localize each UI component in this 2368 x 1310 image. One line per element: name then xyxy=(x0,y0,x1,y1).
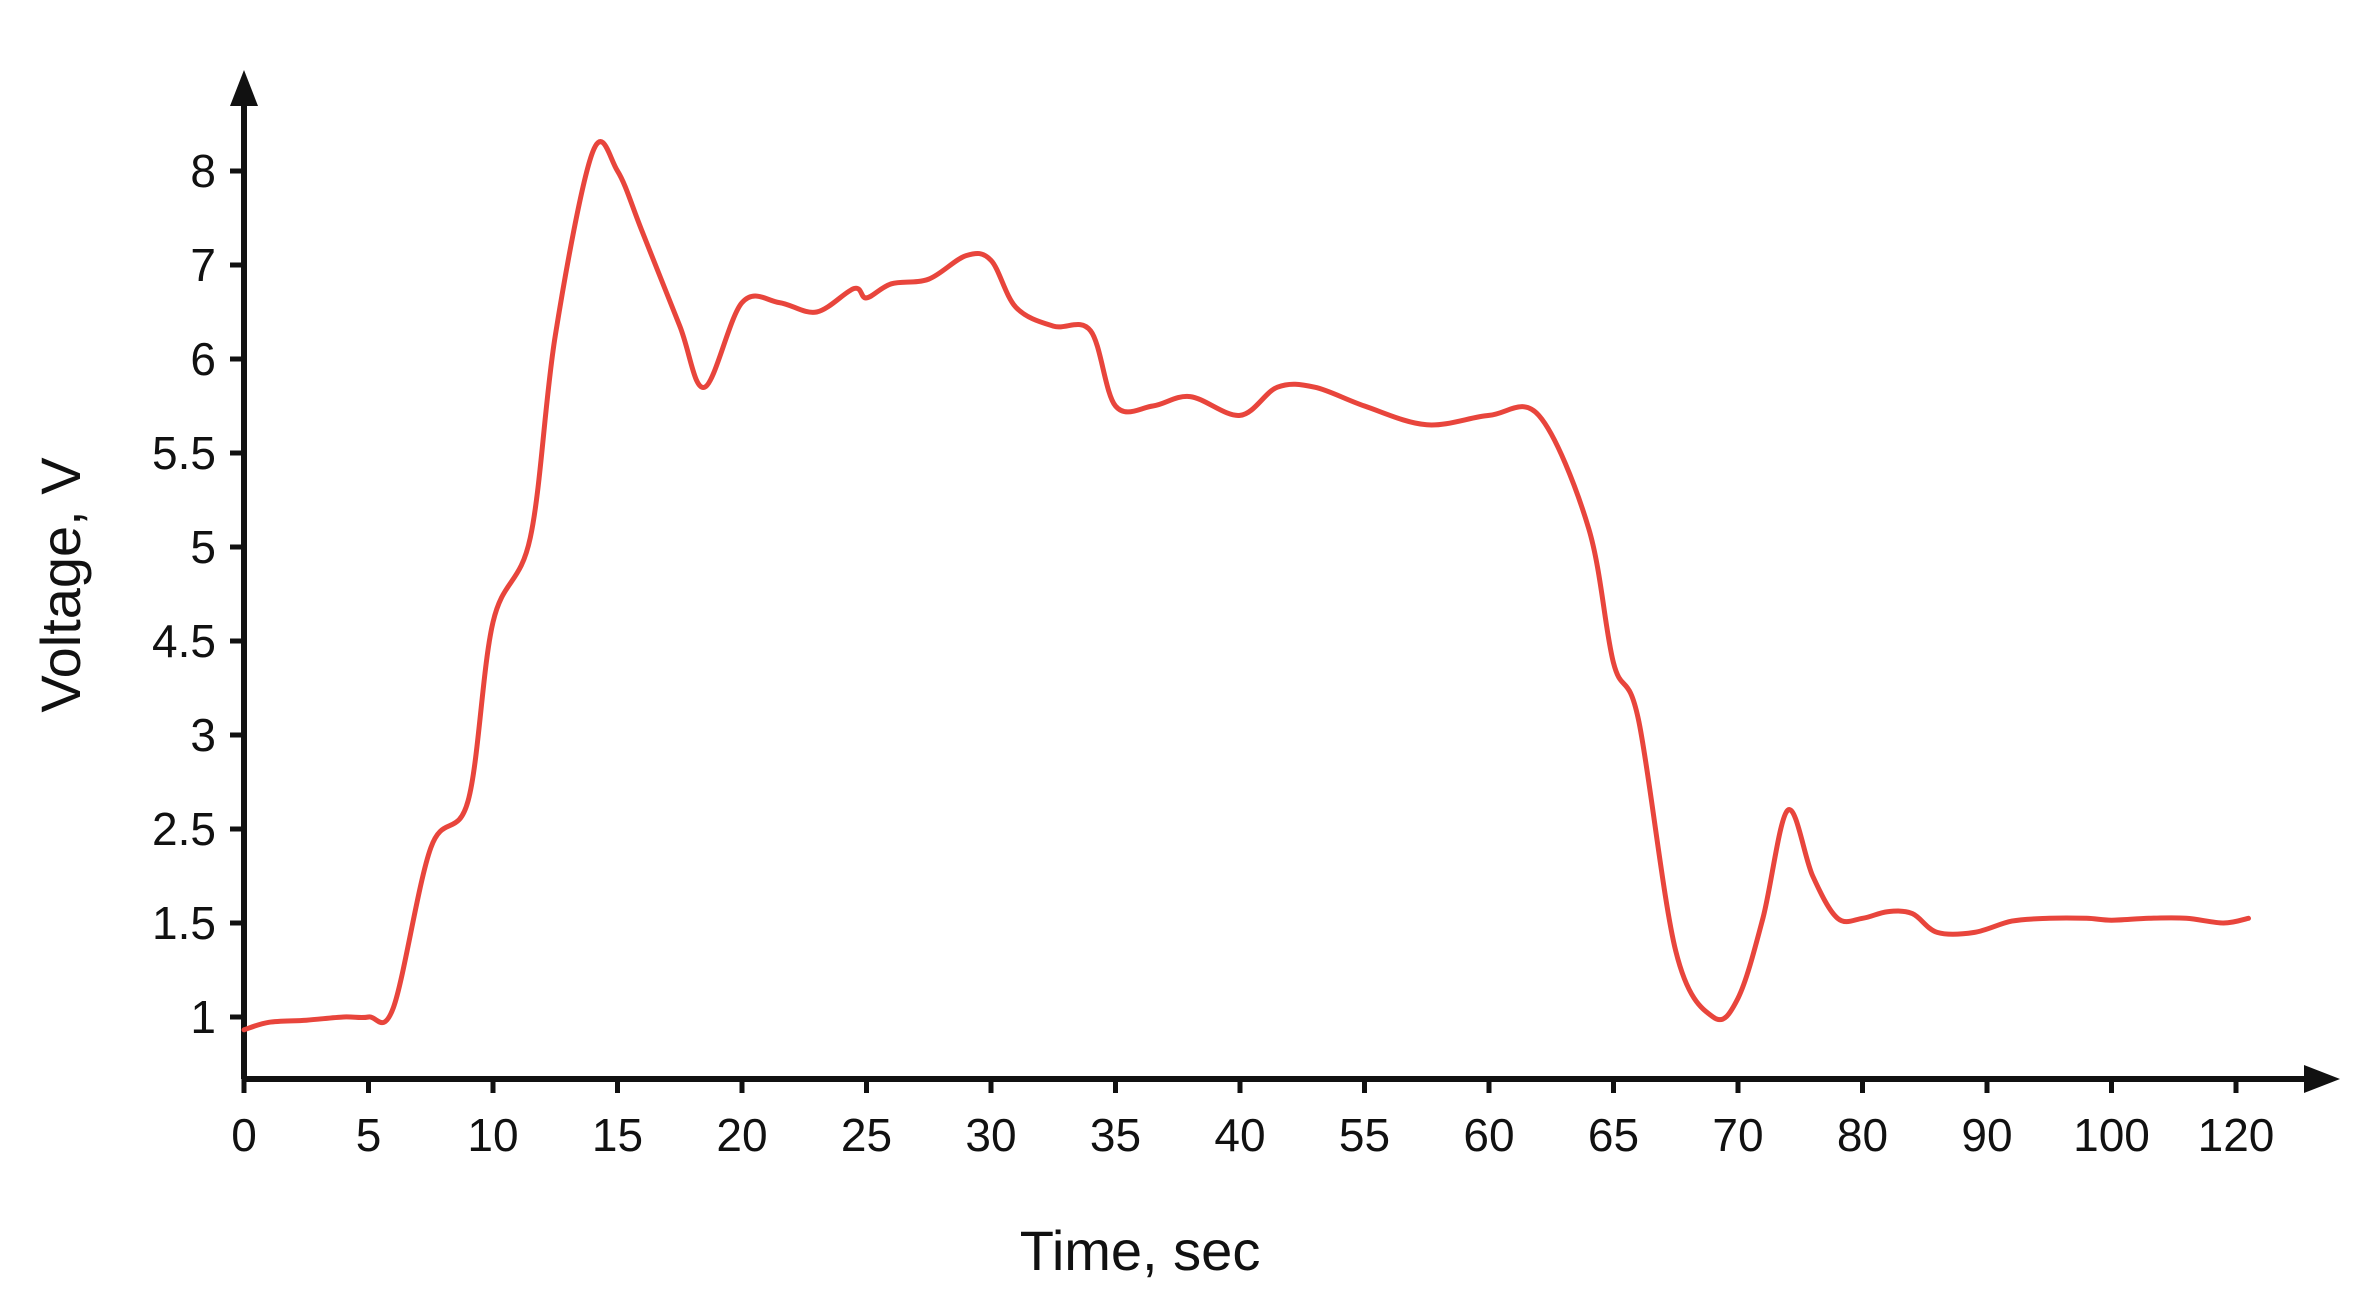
y-axis-arrow-icon xyxy=(230,70,258,106)
x-tick-label: 0 xyxy=(231,1109,257,1161)
y-tick-label: 1.5 xyxy=(152,897,216,949)
voltage-series-line xyxy=(241,139,2251,1033)
x-tick-label: 55 xyxy=(1339,1109,1390,1161)
axes xyxy=(230,70,2340,1093)
x-tick-label: 80 xyxy=(1837,1109,1888,1161)
x-tick-label: 65 xyxy=(1588,1109,1639,1161)
x-tick-label: 70 xyxy=(1712,1109,1763,1161)
x-tick-label: 15 xyxy=(592,1109,643,1161)
x-axis-title: Time, sec xyxy=(1020,1219,1261,1282)
y-tick-label: 5.5 xyxy=(152,427,216,479)
x-tick-label: 10 xyxy=(467,1109,518,1161)
x-tick-label: 120 xyxy=(2198,1109,2275,1161)
y-tick-label: 6 xyxy=(190,333,216,385)
x-tick-label: 30 xyxy=(965,1109,1016,1161)
x-tick-label: 35 xyxy=(1090,1109,1141,1161)
y-tick-label: 8 xyxy=(190,145,216,197)
x-tick-label: 40 xyxy=(1214,1109,1265,1161)
x-tick-label: 60 xyxy=(1463,1109,1514,1161)
x-tick-label: 5 xyxy=(356,1109,382,1161)
x-tick-label: 25 xyxy=(841,1109,892,1161)
y-tick-label: 1 xyxy=(190,991,216,1043)
x-axis-arrow-icon xyxy=(2304,1065,2340,1093)
y-axis-title: Voltage, V xyxy=(29,457,92,713)
x-tick-label: 90 xyxy=(1961,1109,2012,1161)
x-tick-label: 100 xyxy=(2073,1109,2150,1161)
series xyxy=(241,139,2251,1033)
y-tick-label: 5 xyxy=(190,521,216,573)
y-tick-label: 2.5 xyxy=(152,803,216,855)
y-tick-label: 3 xyxy=(190,709,216,761)
x-tick-label: 20 xyxy=(716,1109,767,1161)
y-tick-label: 7 xyxy=(190,239,216,291)
ticks: 0 5 10 15 20 25 30 35 40 55 60 65 70 80 90 100 12011.52.… xyxy=(152,145,2274,1161)
y-tick-label: 4.5 xyxy=(152,615,216,667)
